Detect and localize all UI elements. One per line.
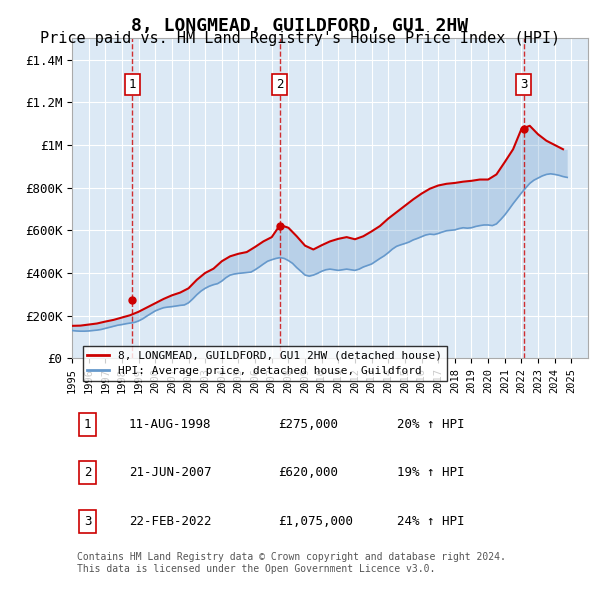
Text: 8, LONGMEAD, GUILDFORD, GU1 2HW: 8, LONGMEAD, GUILDFORD, GU1 2HW xyxy=(131,17,469,35)
Text: £620,000: £620,000 xyxy=(278,466,338,479)
Text: 2: 2 xyxy=(84,466,91,479)
Text: 2: 2 xyxy=(276,78,283,91)
Text: 20% ↑ HPI: 20% ↑ HPI xyxy=(397,418,464,431)
Text: 21-JUN-2007: 21-JUN-2007 xyxy=(129,466,211,479)
Text: 19% ↑ HPI: 19% ↑ HPI xyxy=(397,466,464,479)
Text: Price paid vs. HM Land Registry's House Price Index (HPI): Price paid vs. HM Land Registry's House … xyxy=(40,31,560,45)
Text: 3: 3 xyxy=(84,514,91,527)
Text: £275,000: £275,000 xyxy=(278,418,338,431)
Text: 11-AUG-1998: 11-AUG-1998 xyxy=(129,418,211,431)
Text: Contains HM Land Registry data © Crown copyright and database right 2024.
This d: Contains HM Land Registry data © Crown c… xyxy=(77,552,506,574)
Text: 24% ↑ HPI: 24% ↑ HPI xyxy=(397,514,464,527)
Text: 3: 3 xyxy=(520,78,527,91)
Text: 1: 1 xyxy=(128,78,136,91)
Text: 22-FEB-2022: 22-FEB-2022 xyxy=(129,514,211,527)
Text: 1: 1 xyxy=(84,418,91,431)
Legend: 8, LONGMEAD, GUILDFORD, GU1 2HW (detached house), HPI: Average price, detached h: 8, LONGMEAD, GUILDFORD, GU1 2HW (detache… xyxy=(83,346,447,381)
Text: £1,075,000: £1,075,000 xyxy=(278,514,353,527)
